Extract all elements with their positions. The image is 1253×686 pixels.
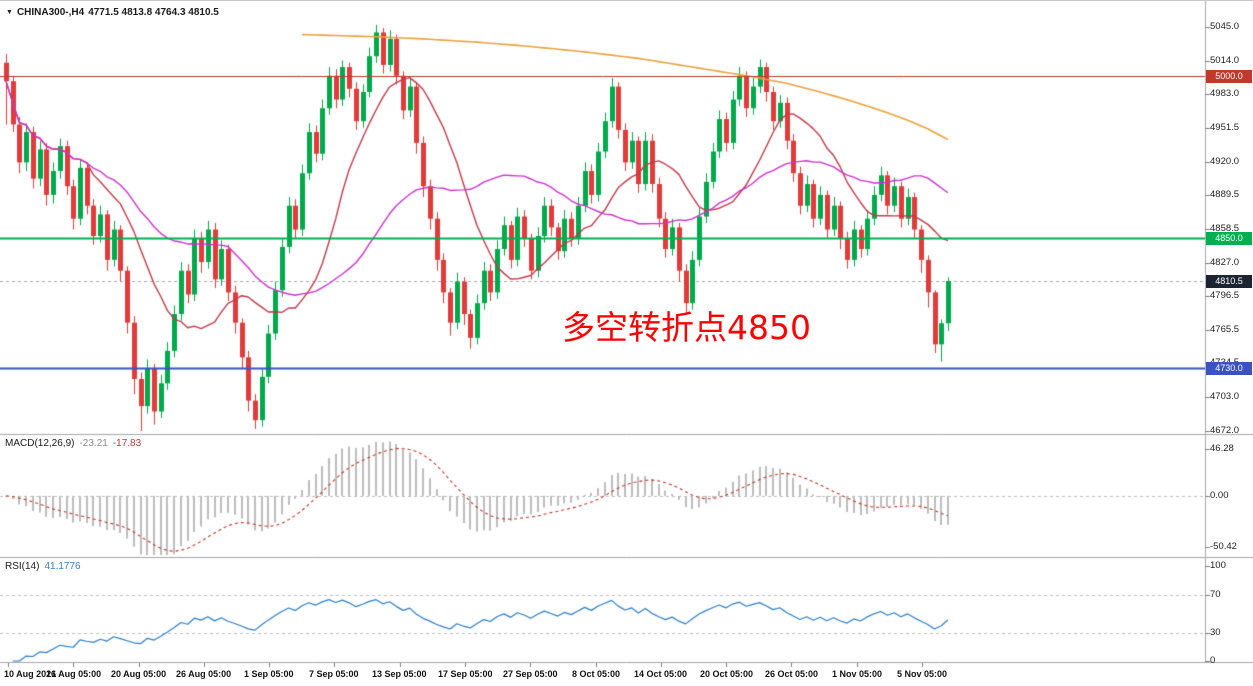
level-price-tag: 5000.0 xyxy=(1206,70,1252,83)
time-tick-label: 14 Oct 05:00 xyxy=(634,669,688,679)
time-tick-label: 20 Aug 05:00 xyxy=(111,669,167,679)
time-tick-label: 8 Oct 05:00 xyxy=(572,669,621,679)
price-tick-label: 4796.5 xyxy=(1210,290,1240,301)
rsi-name: RSI(14) xyxy=(5,561,40,572)
price-tick-label: 4920.0 xyxy=(1210,156,1240,167)
macd-indicator-label: MACD(12,26,9) -23.21 -17.83 xyxy=(5,438,141,449)
time-tick-label: 16 Aug 05:00 xyxy=(46,669,102,679)
time-tick-label: 26 Aug 05:00 xyxy=(176,669,232,679)
time-tick-label: 7 Sep 05:00 xyxy=(309,669,359,679)
rsi-tick-label: 100 xyxy=(1210,560,1226,571)
level-price-tag: 4730.0 xyxy=(1206,362,1252,375)
symbol-ohlc-values: 4771.5 4813.8 4764.3 4810.5 xyxy=(88,7,219,18)
macd-main-value: -23.21 xyxy=(79,438,108,449)
symbol-name: CHINA300-,H4 xyxy=(16,7,85,18)
current-price-tag: 4810.5 xyxy=(1206,275,1252,288)
macd-signal-value: -17.83 xyxy=(112,438,142,449)
time-tick-label: 27 Sep 05:00 xyxy=(503,669,558,679)
time-tick-label: 13 Sep 05:00 xyxy=(372,669,427,679)
time-tick-label: 17 Sep 05:00 xyxy=(438,669,493,679)
price-tick-label: 4765.5 xyxy=(1210,324,1240,335)
collapse-arrow-icon[interactable]: ▼ xyxy=(6,9,13,16)
symbol-ohlc-label: ▼ CHINA300-,H4 4771.5 4813.8 4764.3 4810… xyxy=(6,7,219,18)
price-tick-label: 4951.5 xyxy=(1210,122,1240,133)
price-tick-label: 5014.0 xyxy=(1210,55,1240,66)
rsi-tick-label: 30 xyxy=(1210,627,1221,638)
time-tick-label: 1 Sep 05:00 xyxy=(244,669,294,679)
level-price-tag: 4850.0 xyxy=(1206,232,1252,245)
time-tick-label: 1 Nov 05:00 xyxy=(832,669,883,679)
annotation-text: 多空转折点4850 xyxy=(562,308,811,347)
macd-tick-label: -50.42 xyxy=(1210,541,1237,552)
price-tick-label: 4858.5 xyxy=(1210,223,1240,234)
rsi-indicator-label: RSI(14) 41.1776 xyxy=(5,561,81,572)
price-tick-label: 5045.0 xyxy=(1210,21,1240,32)
price-tick-label: 4983.0 xyxy=(1210,88,1240,99)
macd-name: MACD(12,26,9) xyxy=(5,438,75,449)
price-tick-label: 4672.0 xyxy=(1210,425,1240,436)
price-tick-label: 4827.0 xyxy=(1210,257,1240,268)
macd-tick-label: 46.28 xyxy=(1210,443,1234,454)
price-tick-label: 4889.5 xyxy=(1210,189,1240,200)
rsi-tick-label: 70 xyxy=(1210,589,1221,600)
rsi-value: 41.1776 xyxy=(44,561,81,572)
macd-tick-label: 0.00 xyxy=(1210,490,1229,501)
time-tick-label: 5 Nov 05:00 xyxy=(897,669,948,679)
rsi-tick-label: 0 xyxy=(1210,655,1216,666)
time-tick-label: 26 Oct 05:00 xyxy=(765,669,819,679)
time-tick-label: 10 Aug 2021 xyxy=(4,669,57,679)
time-tick-label: 20 Oct 05:00 xyxy=(700,669,754,679)
price-tick-label: 4703.0 xyxy=(1210,391,1240,402)
